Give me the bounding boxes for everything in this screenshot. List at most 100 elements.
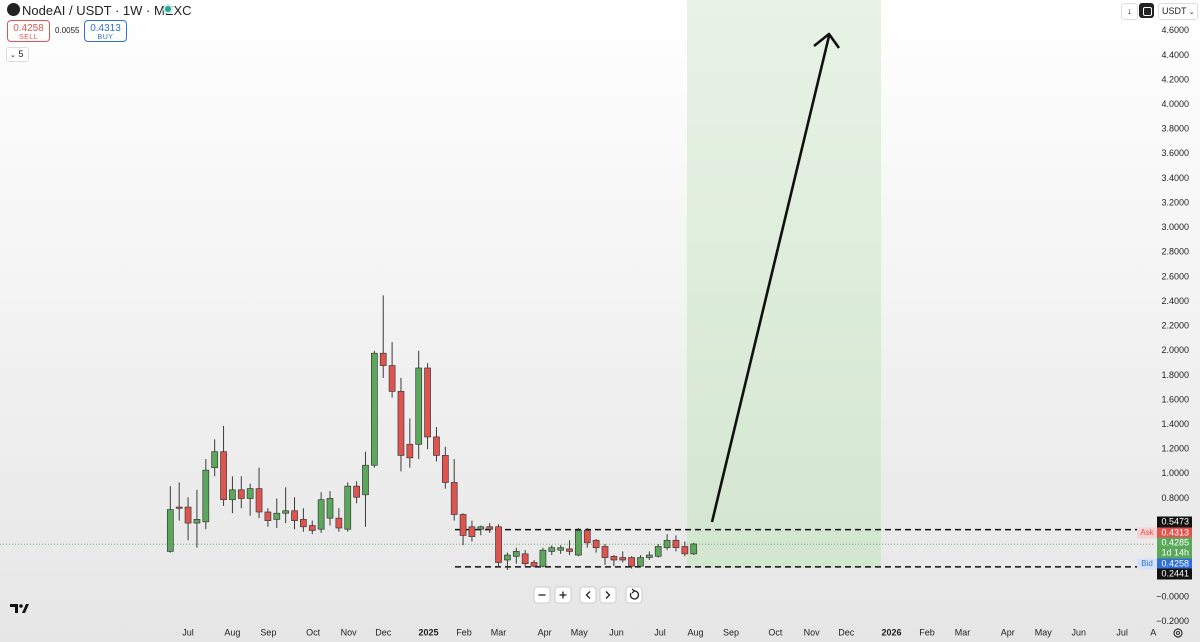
candle-body [468, 526, 476, 537]
currency-select[interactable]: USDT ⌄ [1158, 3, 1198, 20]
y-tick-label: −0.0000 [1156, 591, 1189, 601]
currency: USDT [1162, 6, 1187, 16]
y-tick-label: 0.8000 [1161, 493, 1189, 503]
candle-body [583, 530, 591, 544]
zoom-out-button[interactable] [533, 586, 551, 604]
buy-button[interactable]: 0.4313 BUY [84, 20, 127, 42]
x-tick-label: Nov [804, 627, 821, 637]
market-status [165, 6, 171, 12]
y-tick-label: 1.0000 [1161, 468, 1189, 478]
y-tick-label: 4.6000 [1161, 25, 1189, 35]
candle-body [308, 525, 316, 531]
x-tick-label: Jul [654, 627, 666, 637]
candle-body [229, 489, 236, 501]
y-tick-label: 2.0000 [1161, 345, 1189, 355]
candle-body [415, 367, 423, 445]
level-label-bg [1157, 516, 1192, 528]
y-tick-label: 3.4000 [1161, 173, 1189, 183]
candle-body [646, 554, 653, 558]
x-tick-label: May [1035, 627, 1053, 637]
layout-button[interactable] [1139, 3, 1154, 18]
y-tick-label: 3.2000 [1161, 197, 1189, 207]
target-zone [687, 0, 881, 568]
x-tick-label: Oct [306, 627, 321, 637]
ask-label: Ask [1140, 528, 1154, 537]
nav-buttons [533, 586, 643, 604]
sell-button[interactable]: 0.4258 SELL [7, 20, 50, 42]
indicators-count: 5 [18, 49, 24, 59]
candle-body [548, 547, 556, 552]
candle-body [539, 549, 547, 567]
x-tick-label: Apr [1001, 627, 1015, 637]
settings-button[interactable] [1173, 628, 1183, 638]
level-label: 0.2441 [1161, 568, 1189, 578]
tradingview-logo [10, 604, 29, 613]
x-tick-label: Mar [955, 627, 971, 637]
candle-body [681, 546, 689, 555]
candle-body [557, 547, 564, 551]
last-price: 0.4285 [1161, 537, 1189, 547]
candle-body [237, 489, 245, 499]
y-tick-label: 4.4000 [1161, 50, 1189, 60]
candle-body [495, 526, 502, 563]
scroll-right-button[interactable] [599, 586, 617, 604]
symbol-title: NodeAI / USDT · 1W · MEXC [22, 3, 192, 18]
candle-body [566, 548, 573, 552]
candle-body [663, 539, 671, 549]
x-tick-label: Aug [224, 627, 240, 637]
candle-body [477, 526, 485, 530]
bid-label: Bid [1141, 559, 1153, 568]
y-tick-label: 1.2000 [1161, 444, 1189, 454]
symbol-logo [7, 3, 20, 16]
candle-body [335, 517, 343, 529]
candle-body [459, 514, 467, 536]
candle-body [202, 469, 210, 523]
candle-body [619, 557, 627, 561]
sell-price: 0.4258 [13, 23, 44, 34]
level-label-bg [1157, 568, 1192, 580]
ask-price-bg [1157, 527, 1192, 539]
candle-body [273, 512, 281, 520]
x-tick-label: Nov [341, 627, 358, 637]
candle-body [433, 436, 440, 456]
y-tick-label: 4.2000 [1161, 74, 1189, 84]
candle-body [255, 488, 263, 513]
x-tick-label: May [571, 627, 589, 637]
candle-body [291, 510, 298, 521]
candle-body [601, 546, 609, 558]
arrow [710, 32, 841, 523]
candle-body [220, 451, 227, 501]
x-tick-label: Feb [456, 627, 472, 637]
ask-label-bg [1137, 527, 1157, 539]
candle-body [246, 488, 254, 499]
x-tick-label: Jun [1071, 627, 1086, 637]
x-tick-label: Jul [182, 627, 194, 637]
candle-body [193, 519, 201, 524]
candle-body [672, 539, 680, 549]
x-tick-label: A [1150, 627, 1156, 637]
indicators-toggle[interactable]: ⌄ 5 [6, 47, 29, 62]
x-tick-label: Mar [491, 627, 507, 637]
y-tick-label: 2.8000 [1161, 247, 1189, 257]
candle-body [406, 443, 414, 459]
candle-body [388, 365, 396, 392]
y-tick-label: 1.4000 [1161, 419, 1189, 429]
x-tick-label: Aug [687, 627, 703, 637]
candle-body [610, 555, 618, 561]
candle-body [512, 551, 520, 557]
candle-body [282, 510, 289, 514]
reset-button[interactable] [625, 586, 643, 604]
x-tick-label: Feb [919, 627, 935, 637]
download-button[interactable]: ↓ [1121, 3, 1138, 20]
y-tick-label: 2.6000 [1161, 271, 1189, 281]
bid-price-bg [1157, 558, 1192, 570]
x-tick-label: Jul [1116, 627, 1128, 637]
y-tick-label: 2.2000 [1161, 321, 1189, 331]
x-tick-label: Dec [375, 627, 392, 637]
x-tick-label: 2025 [418, 627, 438, 637]
zoom-in-button[interactable] [554, 586, 572, 604]
buy-price: 0.4313 [90, 23, 121, 34]
scroll-left-button[interactable] [579, 586, 597, 604]
x-tick-label: Oct [768, 627, 783, 637]
y-tick-label: 3.8000 [1161, 124, 1189, 134]
